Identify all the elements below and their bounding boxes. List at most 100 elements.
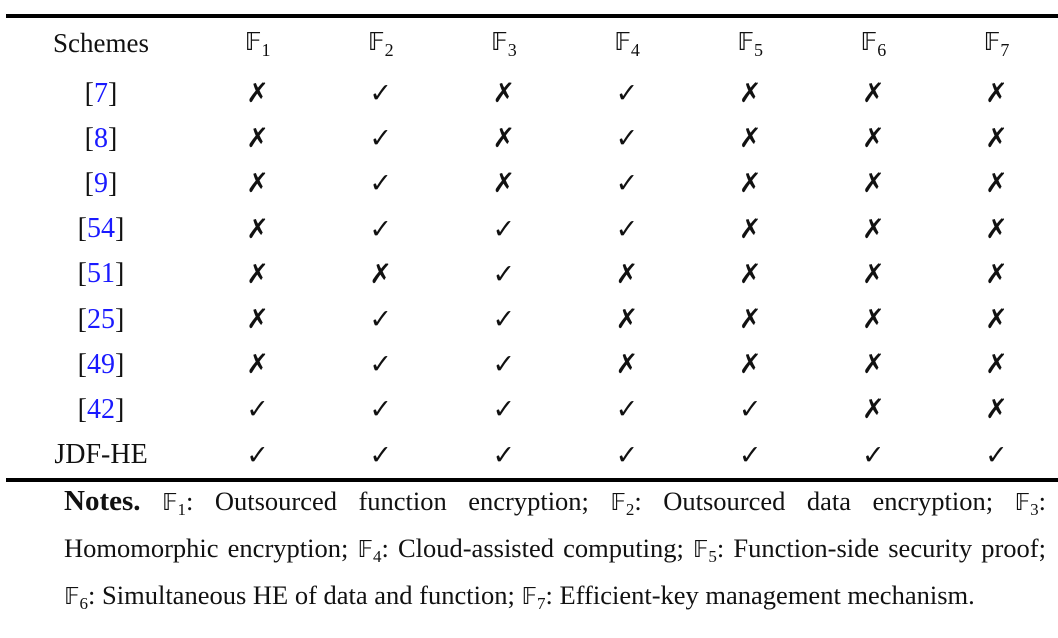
check-icon: ✓ [492,349,516,381]
check-icon: ✓ [492,213,516,245]
table-row: JDF-HE ✓ ✓ ✓ ✓ ✓ ✓ ✓ [6,433,1058,478]
cross-icon: ✗ [492,123,516,155]
notes-feature-symbol: 𝔽1 [161,490,186,519]
table-row: [54] ✗ ✓ ✓ ✓ ✗ ✗ ✗ [6,207,1058,252]
cross-icon: ✗ [246,349,269,381]
notes-feature-description: : Simultaneous HE of data and function; [88,580,515,610]
cross-icon: ✗ [985,394,1008,426]
header-feature-5: 𝔽5 [737,26,764,60]
check-icon: ✓ [246,439,269,471]
notes-feature-symbol: 𝔽6 [64,584,88,613]
cross-icon: ✗ [738,168,762,200]
notes-heading: Notes. [64,485,141,517]
citation-link[interactable]: [49] [77,348,125,380]
comparison-table: Schemes 𝔽1 𝔽2 𝔽3 𝔽4 𝔽5 𝔽6 𝔽7 [7] ✗ ✓ ✗ ✓ ✗ ✗ ✗[… [6,18,1058,478]
scheme-cell: [9] [6,161,196,206]
citation-link[interactable]: [8] [84,122,118,154]
cross-icon: ✗ [861,258,885,290]
check-icon: ✓ [615,78,639,110]
cross-icon: ✗ [246,304,269,336]
check-icon: ✓ [492,394,516,426]
cross-icon: ✗ [985,304,1008,336]
check-icon: ✓ [615,123,639,155]
table-row: [8] ✗ ✓ ✗ ✓ ✗ ✗ ✗ [6,116,1058,161]
notes-feature-description: : Outsourced function encryption; [185,486,589,516]
check-icon: ✓ [369,123,393,155]
cross-icon: ✗ [985,78,1008,110]
cross-icon: ✗ [246,123,269,155]
check-icon: ✓ [492,258,516,290]
notes-feature-description: : Efficient-key management mechanism. [545,580,975,610]
cross-icon: ✗ [861,123,885,155]
scheme-name: JDF-HE [54,439,148,471]
notes-feature-symbol: 𝔽3 [1014,490,1039,519]
cross-icon: ✗ [738,304,762,336]
header-feature-1: 𝔽1 [244,26,271,60]
check-icon: ✓ [369,394,393,426]
header-row: Schemes 𝔽1 𝔽2 𝔽3 𝔽4 𝔽5 𝔽6 𝔽7 [6,18,1058,69]
citation-link[interactable]: [7] [84,77,118,109]
cross-icon: ✗ [861,78,885,110]
citation-link[interactable]: [51] [77,258,125,290]
header-feature-3: 𝔽3 [490,26,517,60]
header-feature-2: 𝔽2 [367,26,394,60]
cross-icon: ✗ [985,258,1008,290]
check-icon: ✓ [615,213,639,245]
cross-icon: ✗ [985,349,1008,381]
cross-icon: ✗ [861,168,885,200]
scheme-cell: [7] [6,69,196,116]
cross-icon: ✗ [738,78,762,110]
top-rule [6,14,1058,18]
table-row: [25] ✗ ✓ ✓ ✗ ✗ ✗ ✗ [6,297,1058,342]
cross-icon: ✗ [985,168,1008,200]
scheme-cell: [51] [6,252,196,297]
citation-link[interactable]: [54] [77,213,125,245]
cross-icon: ✗ [246,78,269,110]
cross-icon: ✗ [861,304,885,336]
table-row: [51] ✗ ✗ ✓ ✗ ✗ ✗ ✗ [6,252,1058,297]
check-icon: ✓ [615,439,639,471]
table-row: [9] ✗ ✓ ✗ ✓ ✗ ✗ ✗ [6,161,1058,206]
comparison-table-container: Schemes 𝔽1 𝔽2 𝔽3 𝔽4 𝔽5 𝔽6 𝔽7 [7] ✗ ✓ ✗ ✓ ✗ ✗ ✗[… [6,14,1058,482]
table-notes: Notes. 𝔽1: Outsourced function encryptio… [64,482,1046,623]
check-icon: ✓ [615,394,639,426]
notes-feature-description: : Outsourced data encryption; [634,486,994,516]
header-feature-7: 𝔽7 [983,26,1010,60]
citation-link[interactable]: [42] [77,393,125,425]
check-icon: ✓ [369,439,393,471]
check-icon: ✓ [738,439,762,471]
notes-feature-symbol: 𝔽7 [521,584,546,613]
notes-feature-description: : Cloud-assisted computing; [381,533,684,563]
notes-feature-description: : Homomorphic encryption; [64,486,1046,563]
cross-icon: ✗ [861,394,885,426]
check-icon: ✓ [369,213,393,245]
check-icon: ✓ [615,168,639,200]
cross-icon: ✗ [615,304,639,336]
cross-icon: ✗ [738,258,762,290]
check-icon: ✓ [985,439,1008,471]
notes-items: 𝔽1: Outsourced function encryption; 𝔽2: … [64,486,1046,613]
bottom-rule [6,477,1058,482]
check-icon: ✓ [369,168,393,200]
cross-icon: ✗ [492,78,516,110]
cross-icon: ✗ [246,168,269,200]
cross-icon: ✗ [738,213,762,245]
notes-feature-symbol: 𝔽5 [692,537,717,566]
cross-icon: ✗ [615,258,639,290]
header-feature-4: 𝔽4 [614,26,640,60]
cross-icon: ✗ [861,213,885,245]
cross-icon: ✗ [369,258,393,290]
check-icon: ✓ [492,304,516,336]
header-feature-6: 𝔽6 [860,26,887,60]
citation-link[interactable]: [25] [77,303,125,335]
cross-icon: ✗ [615,349,639,381]
cross-icon: ✗ [246,258,269,290]
check-icon: ✓ [369,349,393,381]
scheme-cell: [8] [6,116,196,161]
check-icon: ✓ [738,394,762,426]
table-row: [49] ✗ ✓ ✓ ✗ ✗ ✗ ✗ [6,342,1058,387]
check-icon: ✓ [369,304,393,336]
citation-link[interactable]: [9] [84,167,118,199]
cross-icon: ✗ [738,123,762,155]
notes-feature-symbol: 𝔽2 [610,490,635,519]
